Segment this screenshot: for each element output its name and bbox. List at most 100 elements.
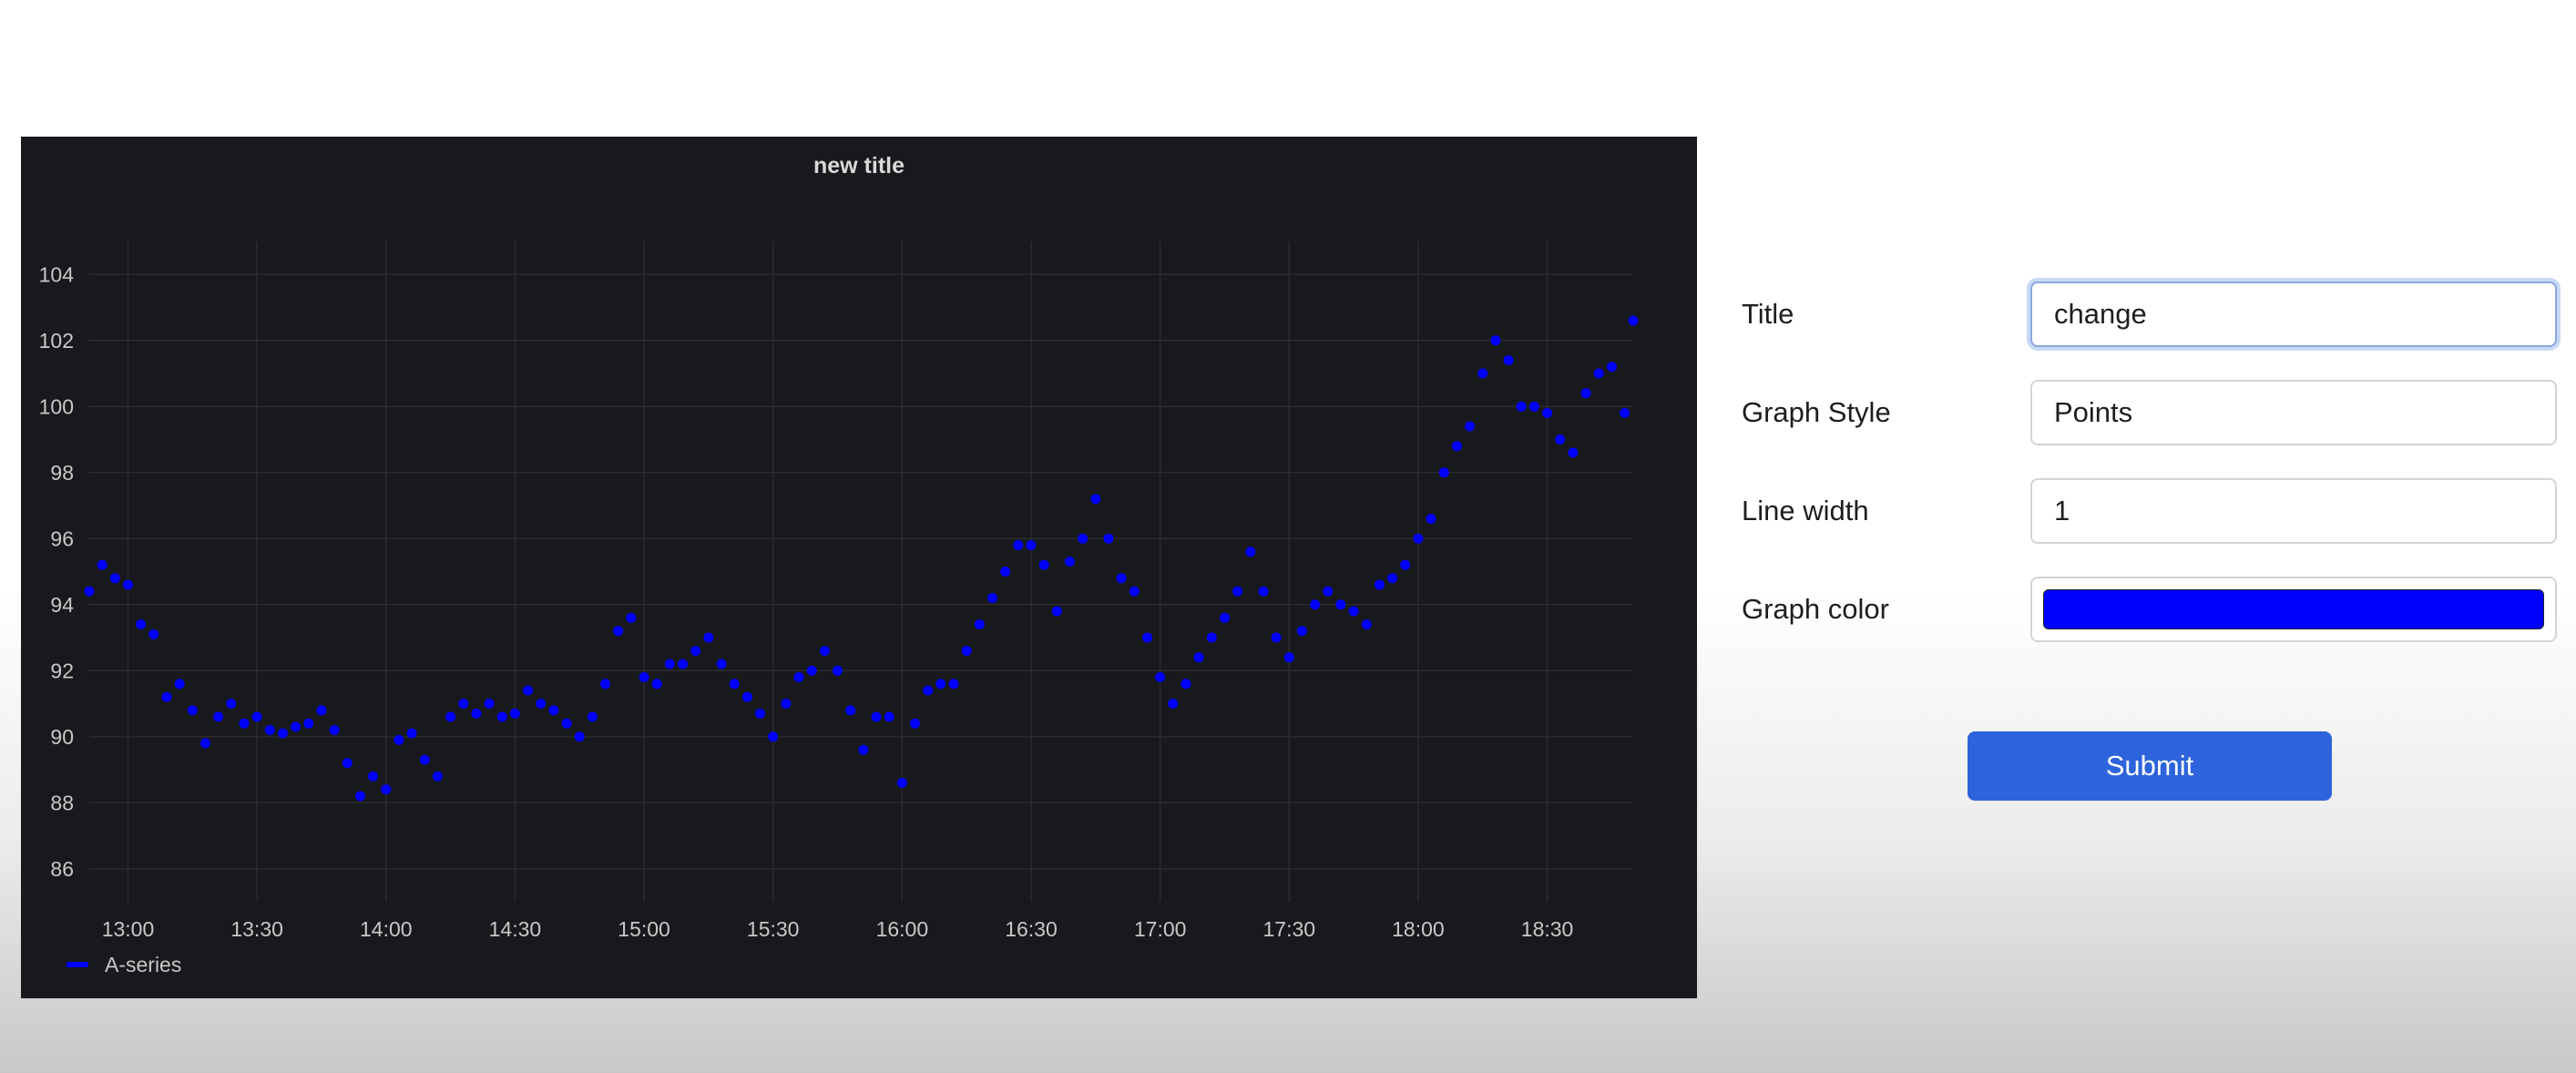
data-point[interactable] <box>923 685 934 696</box>
data-point[interactable] <box>458 699 469 709</box>
data-point[interactable] <box>678 659 689 669</box>
data-point[interactable] <box>613 626 624 637</box>
data-point[interactable] <box>1335 599 1346 610</box>
data-point[interactable] <box>974 619 985 629</box>
data-point[interactable] <box>806 665 817 676</box>
data-point[interactable] <box>509 708 520 719</box>
data-point[interactable] <box>910 718 920 729</box>
data-point[interactable] <box>651 679 662 690</box>
data-point[interactable] <box>1155 672 1166 682</box>
data-point[interactable] <box>1426 514 1436 524</box>
data-point[interactable] <box>1168 699 1179 709</box>
data-point[interactable] <box>1051 606 1062 617</box>
data-point[interactable] <box>1038 559 1049 570</box>
data-point[interactable] <box>1258 586 1269 597</box>
data-point[interactable] <box>471 708 482 719</box>
data-point[interactable] <box>432 771 443 782</box>
data-point[interactable] <box>1542 408 1553 418</box>
data-point[interactable] <box>329 725 340 735</box>
data-point[interactable] <box>1593 368 1604 379</box>
data-point[interactable] <box>394 734 404 745</box>
data-point[interactable] <box>251 711 262 722</box>
data-point[interactable] <box>768 731 779 742</box>
data-point[interactable] <box>1477 368 1488 379</box>
data-point[interactable] <box>97 559 107 570</box>
data-point[interactable] <box>1361 619 1372 629</box>
data-point[interactable] <box>755 708 765 719</box>
data-point[interactable] <box>381 784 392 795</box>
data-point[interactable] <box>626 612 637 623</box>
data-point[interactable] <box>109 573 120 584</box>
data-point[interactable] <box>523 685 534 696</box>
data-point[interactable] <box>1451 441 1462 452</box>
data-point[interactable] <box>561 718 572 729</box>
data-point[interactable] <box>1220 612 1230 623</box>
data-point[interactable] <box>961 646 972 656</box>
data-point[interactable] <box>278 728 288 739</box>
data-point[interactable] <box>1606 362 1617 373</box>
data-point[interactable] <box>793 672 804 682</box>
data-point[interactable] <box>1296 626 1307 637</box>
data-point[interactable] <box>1465 421 1476 432</box>
data-point[interactable] <box>1348 606 1359 617</box>
data-point[interactable] <box>1374 579 1385 590</box>
data-point[interactable] <box>1580 388 1591 399</box>
data-point[interactable] <box>1232 586 1243 597</box>
data-point[interactable] <box>445 711 456 722</box>
data-point[interactable] <box>664 659 675 669</box>
title-input[interactable] <box>2030 281 2557 347</box>
data-point[interactable] <box>819 646 830 656</box>
data-point[interactable] <box>1516 401 1527 412</box>
data-point[interactable] <box>148 628 159 639</box>
data-point[interactable] <box>213 711 224 722</box>
data-point[interactable] <box>419 754 430 765</box>
submit-button[interactable]: Submit <box>1968 731 2332 801</box>
legend-label[interactable]: A-series <box>105 953 181 976</box>
data-point[interactable] <box>1116 573 1127 584</box>
data-point[interactable] <box>833 665 843 676</box>
data-point[interactable] <box>1555 434 1566 445</box>
legend[interactable]: A-series <box>66 953 181 976</box>
data-point[interactable] <box>1628 315 1639 326</box>
data-point[interactable] <box>342 758 353 769</box>
data-point[interactable] <box>987 593 997 603</box>
data-point[interactable] <box>1193 652 1204 663</box>
data-point[interactable] <box>1323 586 1334 597</box>
data-point[interactable] <box>729 679 740 690</box>
data-point[interactable] <box>1438 467 1449 478</box>
data-point[interactable] <box>871 711 882 722</box>
color-swatch[interactable] <box>2043 589 2544 629</box>
data-point[interactable] <box>1400 559 1411 570</box>
data-point[interactable] <box>536 699 547 709</box>
data-point[interactable] <box>1283 652 1294 663</box>
data-point[interactable] <box>316 705 327 716</box>
graph-color-picker[interactable] <box>2030 577 2557 642</box>
data-point[interactable] <box>1490 335 1501 346</box>
data-point[interactable] <box>264 725 275 735</box>
data-point[interactable] <box>303 718 314 729</box>
data-point[interactable] <box>845 705 856 716</box>
data-point[interactable] <box>1103 533 1114 544</box>
data-point[interactable] <box>226 699 237 709</box>
data-point[interactable] <box>703 632 714 643</box>
data-point[interactable] <box>884 711 894 722</box>
data-point[interactable] <box>1206 632 1217 643</box>
data-point[interactable] <box>1413 533 1424 544</box>
data-point[interactable] <box>84 586 95 597</box>
data-point[interactable] <box>355 791 365 802</box>
data-point[interactable] <box>1129 586 1140 597</box>
data-point[interactable] <box>1387 573 1398 584</box>
data-point[interactable] <box>574 731 585 742</box>
data-point[interactable] <box>123 579 133 590</box>
data-point[interactable] <box>639 672 649 682</box>
graph-style-input[interactable] <box>2030 380 2557 445</box>
data-point[interactable] <box>239 718 250 729</box>
data-point[interactable] <box>716 659 727 669</box>
data-point[interactable] <box>161 691 172 702</box>
data-point[interactable] <box>1013 540 1024 550</box>
data-point[interactable] <box>291 721 302 732</box>
data-point[interactable] <box>935 679 946 690</box>
data-point[interactable] <box>187 705 198 716</box>
data-point[interactable] <box>690 646 701 656</box>
data-point[interactable] <box>858 744 869 755</box>
